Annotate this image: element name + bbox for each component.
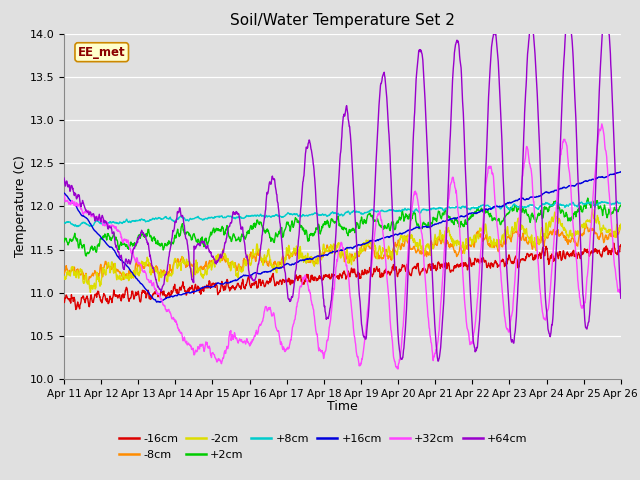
Text: EE_met: EE_met bbox=[78, 46, 125, 59]
Title: Soil/Water Temperature Set 2: Soil/Water Temperature Set 2 bbox=[230, 13, 455, 28]
Legend: -16cm, -8cm, -2cm, +2cm, +8cm, +16cm, +32cm, +64cm: -16cm, -8cm, -2cm, +2cm, +8cm, +16cm, +3… bbox=[114, 430, 532, 464]
X-axis label: Time: Time bbox=[327, 400, 358, 413]
Y-axis label: Temperature (C): Temperature (C) bbox=[13, 156, 27, 257]
